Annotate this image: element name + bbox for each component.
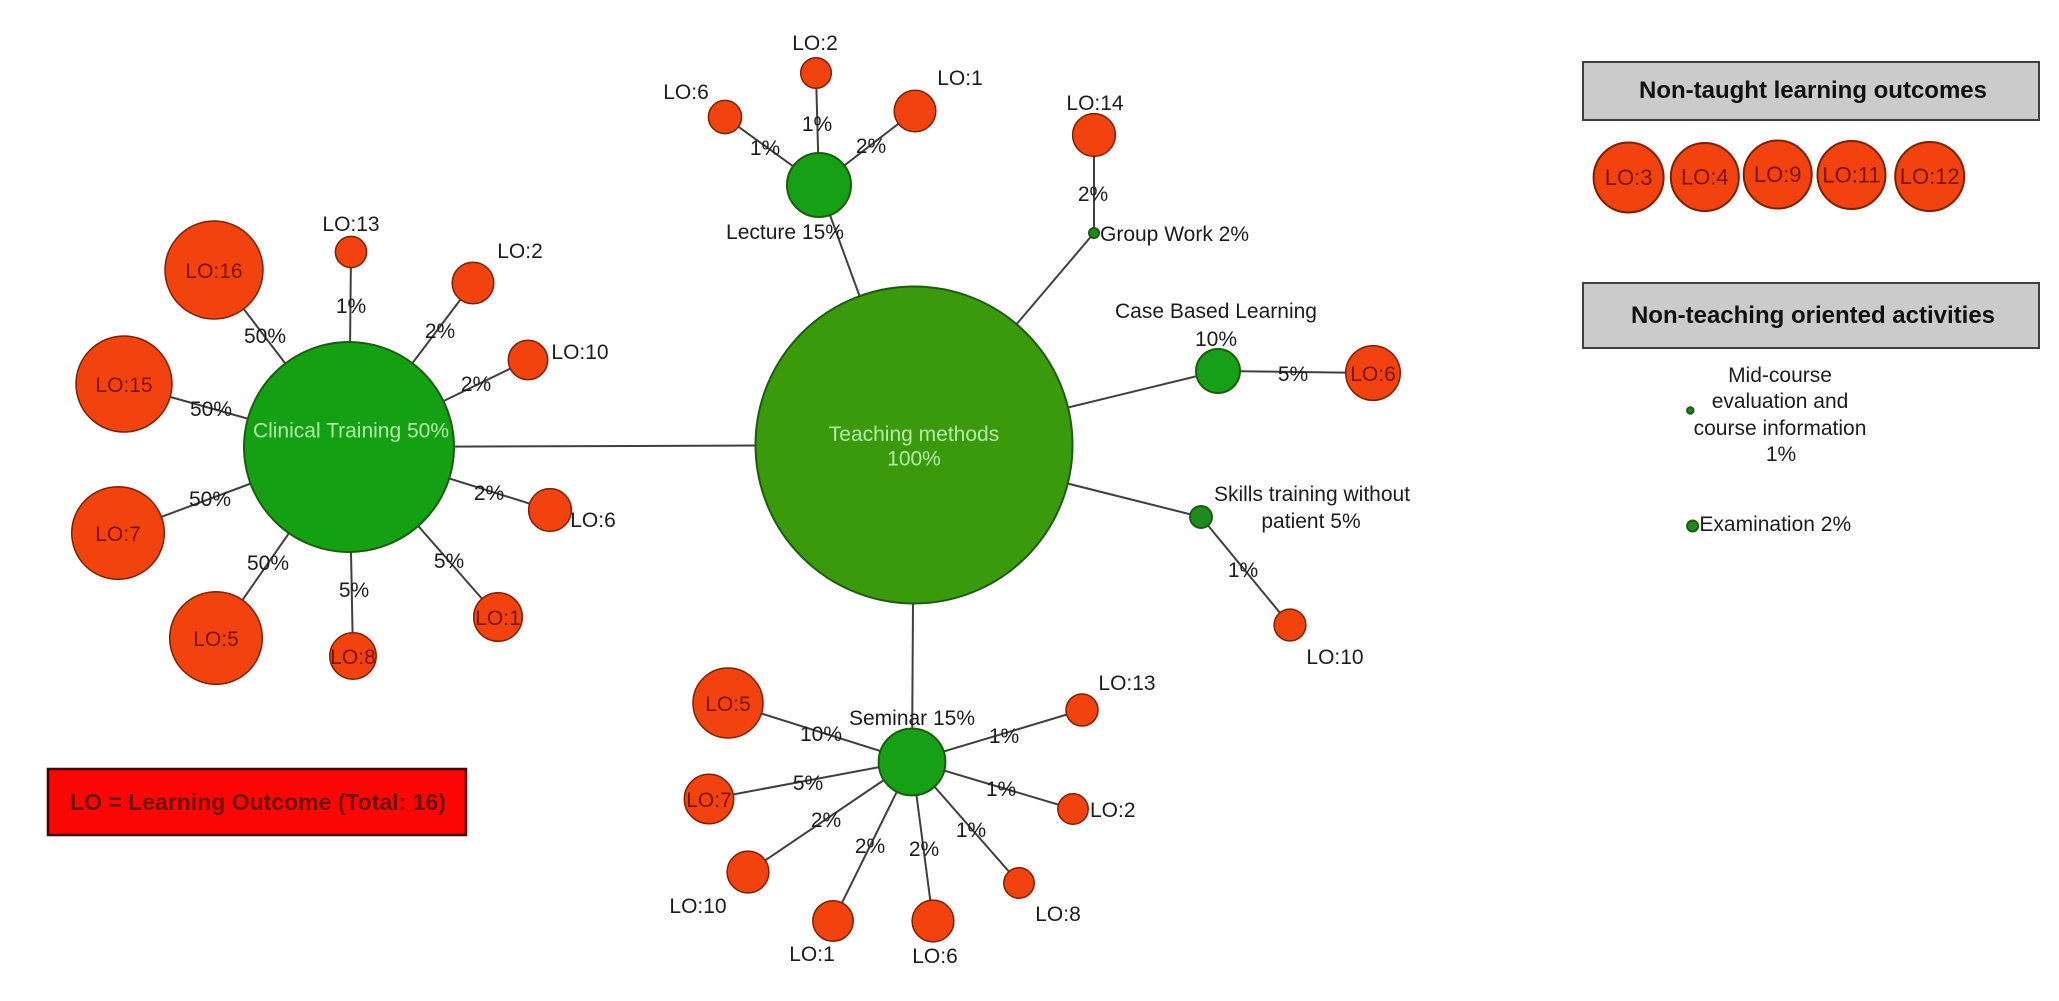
svg-text:LO:5: LO:5 bbox=[705, 693, 751, 716]
svg-text:LO:1: LO:1 bbox=[937, 67, 983, 90]
svg-text:1%: 1% bbox=[1766, 443, 1796, 466]
svg-text:Skills training without: Skills training without bbox=[1214, 483, 1410, 506]
svg-text:LO:1: LO:1 bbox=[475, 607, 521, 630]
svg-text:LO:2: LO:2 bbox=[792, 32, 838, 55]
svg-text:LO:10: LO:10 bbox=[669, 895, 726, 918]
svg-text:LO:10: LO:10 bbox=[1306, 646, 1363, 669]
svg-text:course information: course information bbox=[1694, 417, 1867, 440]
svg-text:evaluation and: evaluation and bbox=[1712, 390, 1849, 413]
svg-text:100%: 100% bbox=[887, 448, 941, 471]
svg-text:1%: 1% bbox=[336, 295, 366, 318]
svg-text:LO:13: LO:13 bbox=[1098, 672, 1155, 695]
svg-text:LO:6: LO:6 bbox=[1350, 363, 1396, 386]
svg-text:Seminar 15%: Seminar 15% bbox=[849, 707, 975, 730]
svg-text:LO = Learning Outcome (Total:: LO = Learning Outcome (Total: 16) bbox=[70, 789, 446, 815]
svg-text:LO:11: LO:11 bbox=[1822, 163, 1880, 188]
svg-text:2%: 2% bbox=[1078, 183, 1108, 206]
svg-text:5%: 5% bbox=[434, 550, 464, 573]
svg-text:1%: 1% bbox=[986, 778, 1016, 801]
svg-text:Teaching methods: Teaching methods bbox=[829, 423, 999, 446]
svg-text:1%: 1% bbox=[750, 137, 780, 160]
svg-text:Non-taught learning outcomes: Non-taught learning outcomes bbox=[1639, 77, 1987, 104]
svg-text:LO:14: LO:14 bbox=[1066, 92, 1124, 115]
svg-text:LO:12: LO:12 bbox=[1900, 164, 1960, 189]
svg-text:LO:8: LO:8 bbox=[330, 646, 376, 669]
svg-text:Case Based Learning: Case Based Learning bbox=[1115, 300, 1317, 323]
svg-text:2%: 2% bbox=[461, 373, 491, 396]
svg-text:LO:6: LO:6 bbox=[570, 509, 616, 532]
svg-text:LO:9: LO:9 bbox=[1754, 162, 1802, 187]
svg-text:LO:16: LO:16 bbox=[185, 260, 242, 283]
svg-text:5%: 5% bbox=[1278, 363, 1308, 386]
svg-text:5%: 5% bbox=[339, 579, 369, 602]
svg-text:1%: 1% bbox=[989, 725, 1019, 748]
svg-text:Lecture 15%: Lecture 15% bbox=[726, 221, 844, 244]
svg-text:2%: 2% bbox=[811, 809, 841, 832]
svg-text:patient 5%: patient 5% bbox=[1261, 510, 1360, 533]
svg-text:5%: 5% bbox=[793, 772, 823, 795]
svg-text:LO:2: LO:2 bbox=[1090, 799, 1136, 822]
svg-text:10%: 10% bbox=[800, 723, 842, 746]
svg-text:LO:10: LO:10 bbox=[551, 341, 608, 364]
svg-text:LO:4: LO:4 bbox=[1681, 165, 1729, 190]
svg-text:LO:6: LO:6 bbox=[663, 81, 709, 104]
svg-text:LO:13: LO:13 bbox=[322, 213, 379, 236]
svg-text:2%: 2% bbox=[474, 482, 504, 505]
svg-text:1%: 1% bbox=[1228, 559, 1258, 582]
svg-text:2%: 2% bbox=[909, 838, 939, 861]
svg-text:LO:3: LO:3 bbox=[1605, 165, 1653, 190]
svg-text:Clinical Training 50%: Clinical Training 50% bbox=[253, 420, 449, 443]
svg-text:2%: 2% bbox=[856, 135, 886, 158]
svg-text:1%: 1% bbox=[956, 819, 986, 842]
svg-text:2%: 2% bbox=[425, 320, 455, 343]
svg-text:Examination 2%: Examination 2% bbox=[1699, 513, 1851, 536]
svg-text:LO:15: LO:15 bbox=[95, 374, 152, 397]
svg-text:Mid-course: Mid-course bbox=[1728, 364, 1832, 387]
svg-text:50%: 50% bbox=[247, 552, 289, 575]
svg-text:LO:1: LO:1 bbox=[789, 943, 835, 966]
svg-text:LO:2: LO:2 bbox=[497, 240, 543, 263]
svg-text:Group Work 2%: Group Work 2% bbox=[1100, 223, 1249, 246]
svg-text:Non-teaching oriented activiti: Non-teaching oriented activities bbox=[1631, 302, 1995, 329]
svg-text:LO:5: LO:5 bbox=[193, 628, 239, 651]
svg-text:50%: 50% bbox=[244, 325, 286, 348]
svg-text:1%: 1% bbox=[802, 113, 832, 136]
svg-text:50%: 50% bbox=[190, 398, 232, 421]
svg-text:LO:7: LO:7 bbox=[686, 789, 732, 812]
svg-text:50%: 50% bbox=[189, 488, 231, 511]
svg-text:LO:8: LO:8 bbox=[1035, 903, 1081, 926]
svg-text:LO:7: LO:7 bbox=[95, 523, 141, 546]
svg-text:10%: 10% bbox=[1195, 328, 1237, 351]
svg-text:2%: 2% bbox=[855, 835, 885, 858]
svg-text:LO:6: LO:6 bbox=[912, 945, 958, 968]
